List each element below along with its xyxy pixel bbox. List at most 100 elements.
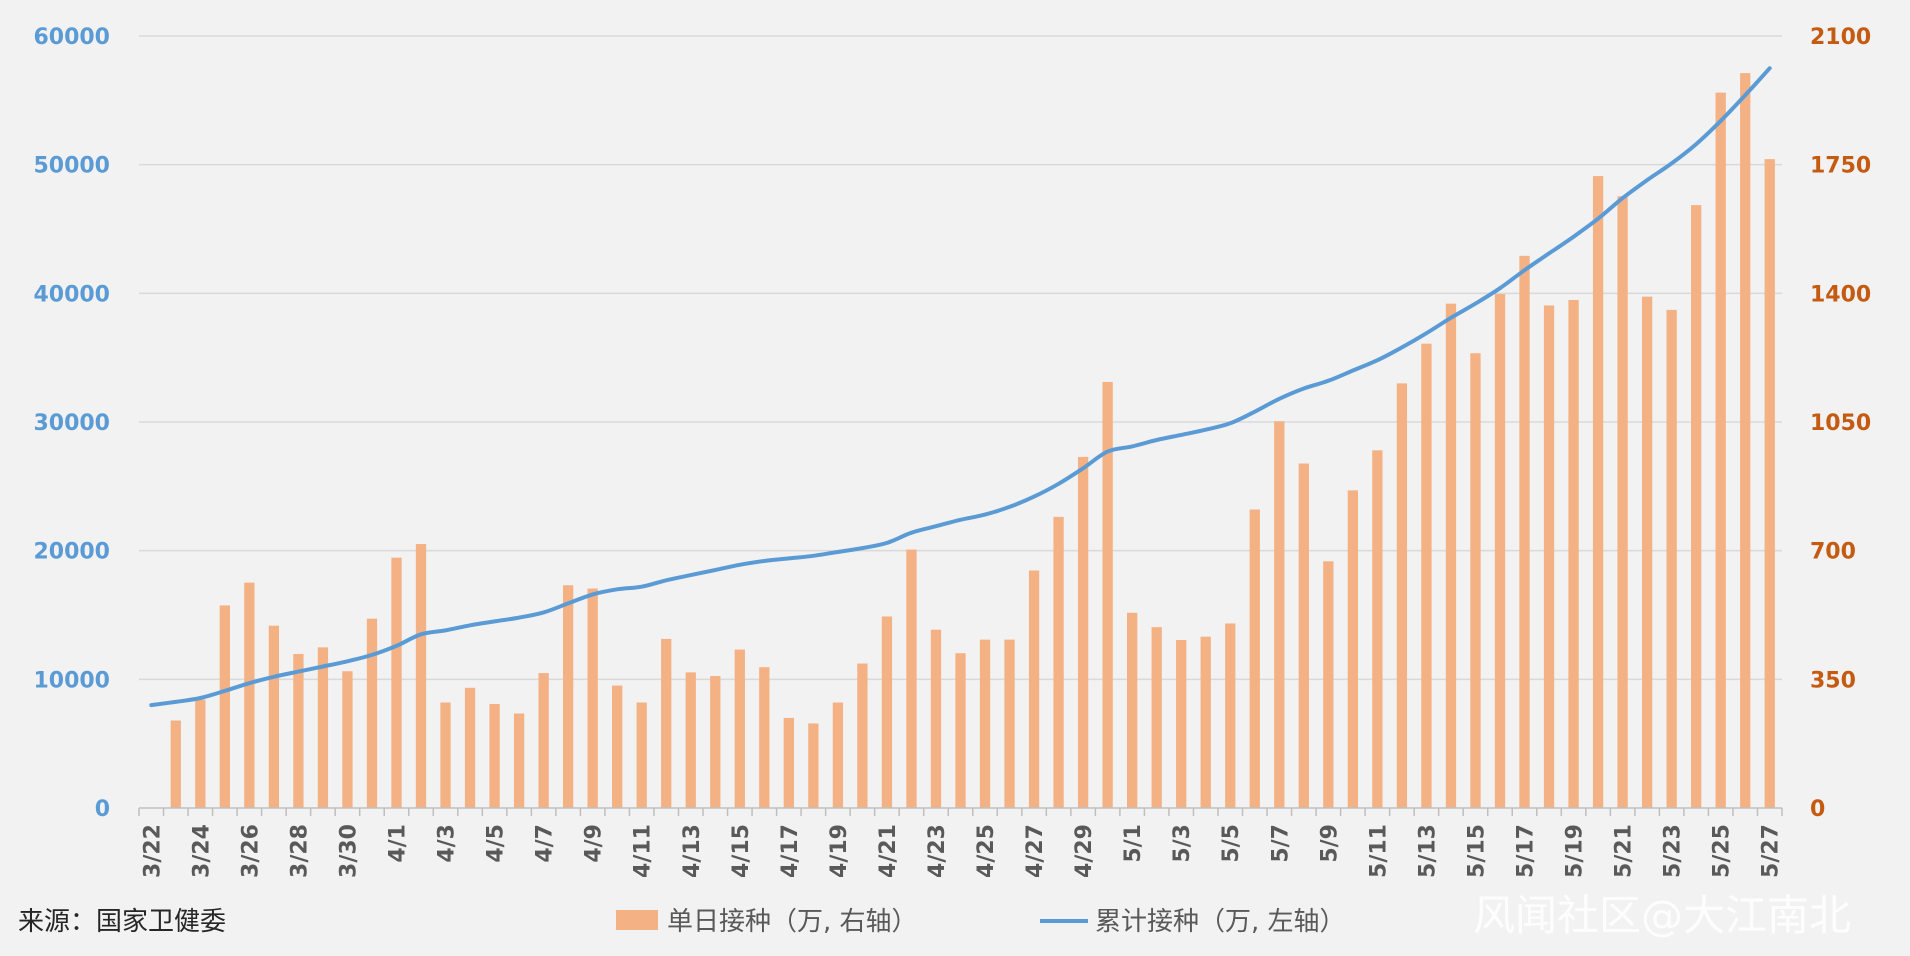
bar-5-27 — [1764, 159, 1775, 808]
bar-5-5 — [1225, 623, 1236, 808]
x-tick-label: 5/23 — [1661, 824, 1686, 878]
gridlines — [139, 35, 1782, 681]
bar-5-14 — [1445, 303, 1457, 808]
bar-3-28 — [293, 653, 304, 808]
bar-4-21 — [881, 616, 893, 808]
bar-4-6 — [513, 713, 525, 808]
x-tick-label: 5/3 — [1170, 824, 1195, 863]
x-tick-label: 4/25 — [974, 824, 999, 878]
bar-4-26 — [1004, 639, 1015, 808]
bar-5-8 — [1298, 463, 1309, 808]
x-axis-ticks: 3/22 3/24 3/26 3/28 3/30 4/1 4/3 4/5 4/7 4/9 4/11 4… — [140, 824, 1783, 878]
legend-line-label: 累计接种（万, 左轴） — [1095, 907, 1346, 937]
bar-5-3 — [1176, 640, 1187, 808]
bar-4-14 — [710, 676, 721, 808]
bar-5-15 — [1470, 353, 1481, 808]
bar-3-31 — [366, 618, 378, 808]
bar-4-1 — [391, 557, 402, 808]
legend: 单日接种（万, 右轴） 累计接种（万, 左轴） — [616, 907, 1346, 937]
bar-4-17 — [783, 717, 794, 808]
left-tick-label: 10000 — [33, 668, 110, 693]
bar-4-5 — [489, 703, 500, 808]
bar-5-23 — [1666, 309, 1677, 808]
right-tick-label: 1050 — [1810, 411, 1871, 436]
bar-3-26 — [244, 582, 255, 808]
bar-4-19 — [832, 702, 844, 808]
bar-5-12 — [1396, 383, 1408, 808]
bar-3-29 — [317, 647, 329, 808]
bar-4-15 — [734, 649, 745, 808]
x-tick-label: 4/7 — [533, 824, 558, 863]
bar-4-23 — [930, 629, 942, 808]
bar-4-18 — [808, 723, 819, 808]
left-tick-label: 60000 — [33, 25, 110, 50]
bar-3-27 — [268, 625, 280, 808]
bar-5-9 — [1323, 561, 1334, 808]
bar-5-13 — [1421, 343, 1432, 808]
x-tick-label: 5/9 — [1317, 824, 1342, 863]
x-tick-label: 5/5 — [1219, 824, 1244, 863]
bar-3-24 — [195, 699, 206, 808]
x-tick-label: 4/9 — [582, 824, 607, 863]
x-tick-label: 4/1 — [385, 824, 410, 863]
bar-4-3 — [440, 702, 451, 808]
x-tick-label: 5/19 — [1563, 824, 1588, 878]
legend-bar-swatch — [616, 910, 658, 930]
bar-4-13 — [685, 672, 696, 808]
left-tick-label: 0 — [95, 797, 110, 822]
right-tick-label: 1400 — [1810, 282, 1871, 307]
left-tick-label: 50000 — [33, 154, 110, 179]
x-tick-label: 5/1 — [1121, 824, 1146, 863]
bar-4-29 — [1077, 456, 1089, 808]
bar-4-2 — [415, 544, 427, 808]
bar-4-7 — [538, 673, 549, 808]
bar-5-25 — [1715, 92, 1726, 809]
bar-5-18 — [1543, 305, 1555, 808]
bar-5-11 — [1372, 450, 1383, 808]
x-tick-label: 4/15 — [729, 824, 754, 878]
x-tick-label: 4/11 — [631, 824, 656, 878]
bar-5-2 — [1151, 627, 1162, 808]
source-note: 来源：国家卫健委 — [18, 907, 226, 937]
bar-5-22 — [1641, 296, 1653, 808]
bar-5-4 — [1200, 636, 1211, 808]
x-tick-label: 5/25 — [1710, 824, 1735, 878]
bar-4-4 — [464, 687, 476, 808]
left-tick-label: 30000 — [33, 411, 110, 436]
x-tick-label: 4/23 — [925, 824, 950, 878]
bar-5-7 — [1274, 421, 1285, 808]
x-tick-label: 4/5 — [484, 824, 509, 863]
x-tick-label: 5/15 — [1464, 824, 1489, 878]
bar-5-16 — [1494, 294, 1506, 808]
right-tick-label: 0 — [1810, 797, 1825, 822]
bar-5-20 — [1592, 176, 1604, 808]
x-tick-label: 3/22 — [140, 824, 165, 878]
bar-4-22 — [906, 549, 917, 808]
right-tick-label: 350 — [1810, 668, 1856, 693]
right-axis-ticks: 0 350 700 1050 1400 1750 2100 — [1810, 25, 1871, 822]
daily-bars — [170, 73, 1775, 809]
x-tick-label: 5/27 — [1759, 824, 1784, 878]
bar-4-8 — [562, 585, 574, 808]
bar-3-25 — [219, 605, 230, 808]
left-tick-label: 40000 — [33, 282, 110, 307]
x-tick-label: 5/7 — [1268, 824, 1293, 863]
bar-5-24 — [1691, 205, 1702, 809]
bar-4-11 — [636, 702, 647, 808]
bar-3-23 — [170, 720, 181, 808]
cumulative-line — [149, 66, 1772, 708]
bar-4-20 — [857, 663, 868, 808]
right-tick-label: 700 — [1810, 540, 1856, 565]
bar-5-17 — [1519, 255, 1530, 809]
bar-5-1 — [1127, 612, 1138, 808]
x-tick-label: 4/13 — [680, 824, 705, 878]
x-tick-label: 4/21 — [876, 824, 901, 878]
bar-4-16 — [759, 667, 770, 808]
bar-5-19 — [1568, 299, 1579, 808]
x-tick-label: 3/26 — [238, 824, 263, 878]
cumulative-line-layer — [149, 66, 1772, 708]
x-tick-label: 4/3 — [435, 824, 460, 863]
x-tick-label: 5/13 — [1415, 824, 1440, 878]
bar-5-26 — [1740, 73, 1751, 808]
